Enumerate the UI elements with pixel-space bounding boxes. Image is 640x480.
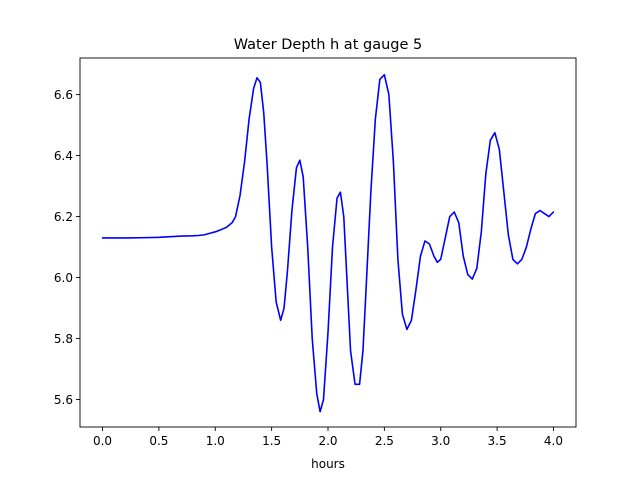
x-tick-label: 4.0 [544,434,563,448]
x-tick-label: 1.0 [206,434,225,448]
y-tick-label: 5.8 [54,332,73,346]
x-tick-label: 0.5 [149,434,168,448]
y-tick-label: 5.6 [54,393,73,407]
x-tick-label: 0.0 [93,434,112,448]
y-tick-label: 6.4 [54,149,73,163]
y-tick-label: 6.6 [54,88,73,102]
chart-title: Water Depth h at gauge 5 [234,37,422,53]
x-tick-label: 3.0 [431,434,450,448]
y-axis: 5.6 5.8 6.0 6.2 6.4 6.6 [54,88,80,407]
x-axis-label: hours [311,457,345,471]
x-tick-label: 2.0 [318,434,337,448]
x-tick-label: 1.5 [262,434,281,448]
x-tick-label: 2.5 [375,434,394,448]
y-tick-label: 6.0 [54,271,73,285]
y-tick-label: 6.2 [54,210,73,224]
x-tick-label: 3.5 [488,434,507,448]
series-line-0 [101,73,555,413]
x-axis: 0.0 0.5 1.0 1.5 2.0 2.5 3.0 3.5 4.0 [93,427,563,448]
